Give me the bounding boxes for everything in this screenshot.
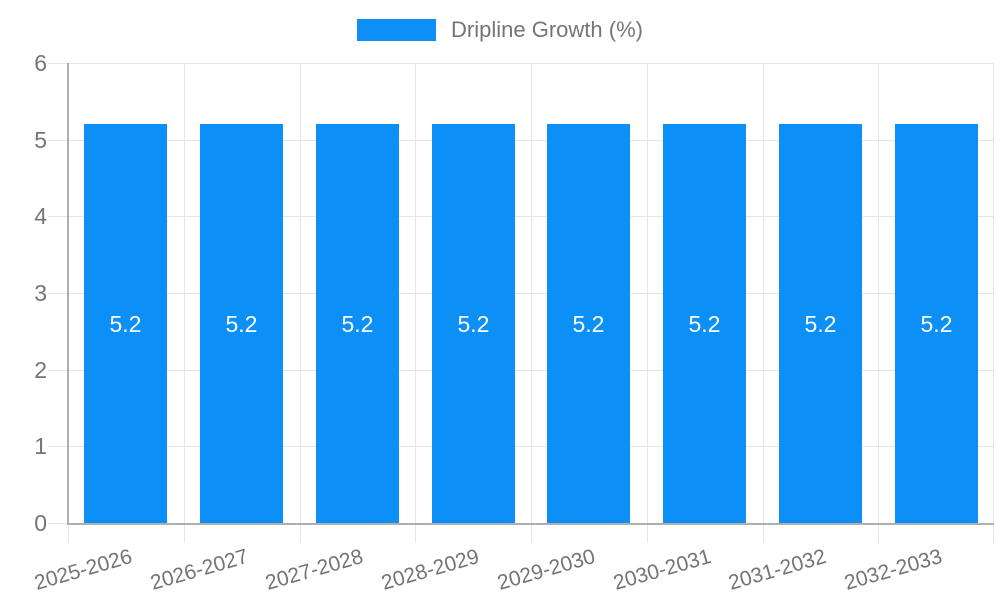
bar-value-label: 5.2 [572,311,605,337]
bar-value-label: 5.2 [109,311,142,337]
bar [432,124,515,523]
y-tick-label: 0 [34,510,47,536]
x-tick-label: 2026-2027 [147,545,251,595]
x-tick-label: 2030-2031 [610,545,714,595]
bar-value-label: 5.2 [457,311,490,337]
gridline-vertical [300,63,301,543]
x-tick-label: 2028-2029 [378,545,482,595]
legend-item-dripline-growth[interactable]: Dripline Growth (%) [357,17,643,43]
y-axis-line [67,63,69,523]
y-tick-label: 5 [34,127,47,153]
gridline-vertical [415,63,416,543]
y-tick-label: 3 [34,280,47,306]
x-tick-label: 2031-2032 [725,545,829,595]
bar [316,124,399,523]
x-tick-label: 2032-2033 [841,545,945,595]
x-axis-line [67,523,994,525]
bar [547,124,630,523]
gridline-horizontal [48,293,994,294]
bar [84,124,167,523]
bar-value-label: 5.2 [804,311,837,337]
y-tick-label: 1 [34,433,47,459]
legend-label: Dripline Growth (%) [451,17,643,42]
bar-value-label: 5.2 [688,311,721,337]
plot-area: 0 1 2 3 4 5 6 5.2 5.2 5.2 5.2 5.2 5.2 5.2 5.2 2025-2026… [31,50,994,595]
gridline-vertical [878,63,879,543]
bar-value-label: 5.2 [225,311,258,337]
bar [895,124,978,523]
x-tick-label: 2027-2028 [262,545,366,595]
gridline-horizontal [48,140,994,141]
bar [200,124,283,523]
x-tick-label: 2025-2026 [31,545,135,595]
bar-value-label: 5.2 [341,311,374,337]
legend: Dripline Growth (%) [0,17,1000,43]
gridline-horizontal [48,63,994,64]
y-tick-label: 4 [34,203,47,229]
bar [663,124,746,523]
bar [779,124,862,523]
gridline-horizontal [48,370,994,371]
x-tick-label: 2029-2030 [494,545,598,595]
gridline-vertical [184,63,185,543]
gridline-vertical [763,63,764,543]
gridline-horizontal [48,216,994,217]
y-tick-label: 2 [34,357,47,383]
y-tick-label: 6 [34,50,47,76]
bar-value-label: 5.2 [920,311,953,337]
gridline-vertical [531,63,532,543]
gridline-vertical [647,63,648,543]
gridline-horizontal [48,446,994,447]
gridline-vertical [993,63,994,543]
legend-swatch-icon [357,19,437,41]
